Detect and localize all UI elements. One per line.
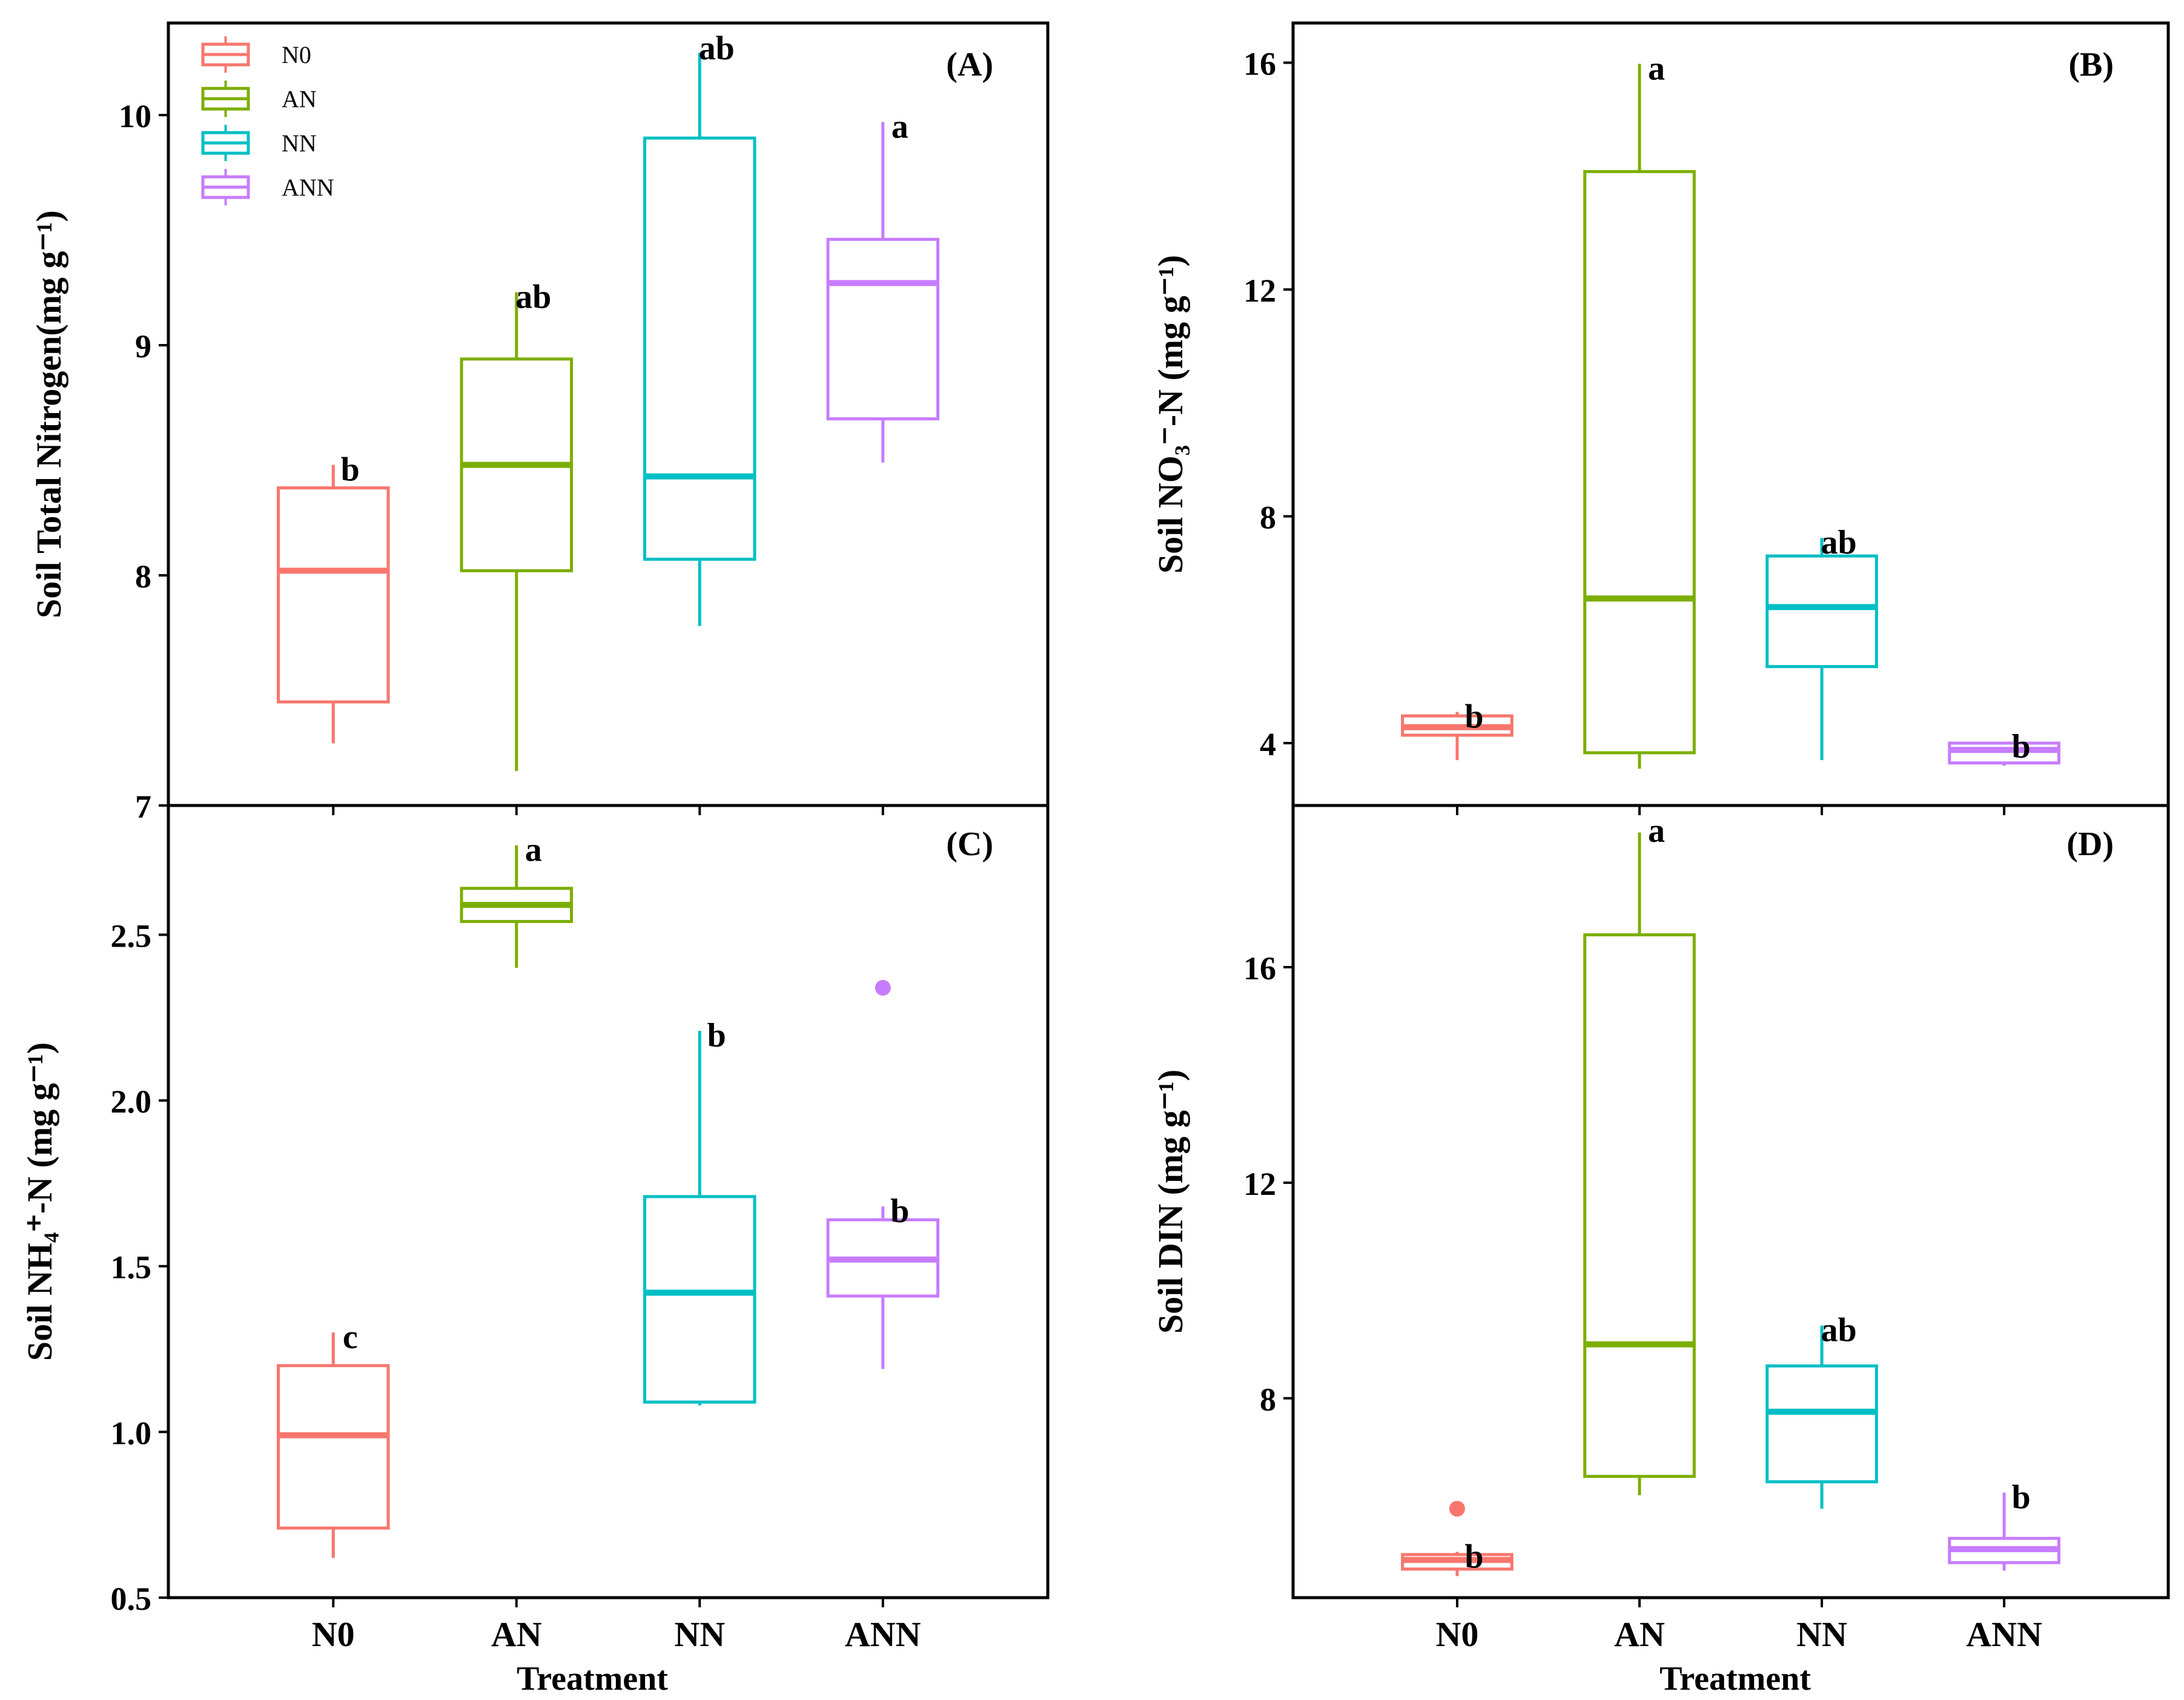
box-body <box>1583 933 1696 1478</box>
x-tick-label: NN <box>674 1615 725 1654</box>
box-body <box>1583 170 1696 755</box>
box-n0: b <box>1401 698 1514 761</box>
box-an: a <box>1583 812 1696 1495</box>
x-tick-label: AN <box>1614 1615 1665 1654</box>
box-ann: b <box>1948 728 2060 766</box>
box-body <box>277 486 390 704</box>
y-axis-label: Soil NO₃⁻-N (mg g⁻¹) <box>1151 255 1190 574</box>
legend-label: AN <box>282 85 317 113</box>
box-ann: b <box>1948 1478 2060 1571</box>
box-an: ab <box>460 279 573 771</box>
panel-c: 0.5 1.0 1.5 2.0 2.5 N0 AN NN ANN Soil NH₄⁺-N (mg … <box>20 804 1050 1654</box>
y-tick-label: 7 <box>135 789 151 825</box>
plot-frame <box>1291 804 2170 1599</box>
box-an: a <box>1583 50 1696 769</box>
significance-letter: b <box>2011 1478 2030 1516</box>
significance-letter: b <box>2011 728 2030 766</box>
y-tick-label: 2.5 <box>111 918 152 954</box>
significance-letter: a <box>892 108 908 145</box>
box-body <box>643 1195 756 1404</box>
box-body <box>1948 741 2060 765</box>
plot-frame <box>167 804 1050 1599</box>
significance-letter: a <box>1648 50 1665 87</box>
box-nn: b <box>643 1017 756 1406</box>
x-axis-title-right: Treatment <box>1660 1660 1811 1698</box>
significance-letter: b <box>341 451 360 489</box>
legend-label: NN <box>282 130 317 157</box>
y-tick-label: 9 <box>135 328 151 365</box>
x-tick-label: ANN <box>845 1615 921 1654</box>
y-tick-label: 1.0 <box>111 1415 152 1451</box>
y-tick-label: 2.0 <box>111 1083 152 1120</box>
box-an: a <box>460 832 573 968</box>
significance-letter: a <box>525 832 542 869</box>
y-tick-label: 8 <box>1260 500 1276 536</box>
box-n0: b <box>277 451 390 744</box>
box-body <box>826 237 939 421</box>
y-tick-label: 1.5 <box>111 1249 152 1286</box>
x-tick-label: NN <box>1796 1615 1847 1654</box>
x-tick-label: ANN <box>1966 1615 2042 1654</box>
legend-label: N0 <box>282 41 311 68</box>
outlier-point <box>875 980 891 996</box>
significance-letter: b <box>1464 1538 1483 1575</box>
panel-label: (D) <box>2067 825 2114 863</box>
plot-frame <box>1291 21 2170 807</box>
x-tick-label: AN <box>491 1615 542 1654</box>
box-body <box>277 1364 390 1530</box>
significance-letter: ab <box>515 279 551 316</box>
y-tick-label: 12 <box>1243 273 1276 309</box>
y-axis-label: Soil Total Nitrogen(mg g⁻¹) <box>29 210 68 618</box>
y-tick-label: 8 <box>1260 1381 1276 1418</box>
y-tick-label: 10 <box>119 98 151 134</box>
legend-label: ANN <box>282 174 334 201</box>
y-tick-label: 4 <box>1260 726 1276 762</box>
box-n0: b <box>1401 1501 1514 1576</box>
significance-letter: ab <box>1821 524 1856 561</box>
significance-letter: a <box>1648 812 1665 850</box>
outlier-point <box>1449 1501 1465 1517</box>
x-tick-label: N0 <box>1435 1615 1478 1654</box>
significance-letter: b <box>707 1017 726 1054</box>
significance-letter: c <box>343 1318 358 1356</box>
y-tick-label: 16 <box>1243 950 1276 987</box>
x-tick-label: N0 <box>312 1615 355 1654</box>
panel-label: (C) <box>946 825 993 863</box>
box-nn: ab <box>1765 1312 1878 1509</box>
box-body <box>1765 1364 1878 1484</box>
box-body <box>1765 554 1878 669</box>
y-tick-label: 8 <box>135 558 151 595</box>
significance-letter: ab <box>699 30 735 67</box>
box-nn: ab <box>1765 524 1878 761</box>
y-tick-label: 16 <box>1243 46 1276 82</box>
legend: N0 AN NN ANN <box>201 36 334 205</box>
box-ann: b <box>826 980 939 1369</box>
x-axis-title-left: Treatment <box>517 1660 668 1698</box>
box-body <box>643 136 756 561</box>
significance-letter: ab <box>1821 1312 1856 1349</box>
panel-label: (A) <box>946 46 993 84</box>
significance-letter: b <box>1464 698 1483 736</box>
y-axis-label: Soil DIN (mg g⁻¹) <box>1151 1070 1190 1334</box>
box-nn: ab <box>643 30 756 626</box>
y-axis-label: Soil NH₄⁺-N (mg g⁻¹) <box>20 1042 59 1361</box>
box-n0: c <box>277 1318 390 1558</box>
panel-b: 4 8 12 16 Soil NO₃⁻-N (mg g⁻¹) (B) b a ab b <box>1151 21 2170 815</box>
panel-label: (B) <box>2068 46 2114 84</box>
significance-letter: b <box>890 1192 909 1230</box>
box-ann: a <box>826 108 939 463</box>
panel-d: 8 12 16 N0 AN NN ANN Soil DIN (mg g⁻¹) (D) b a ab b <box>1151 804 2170 1654</box>
y-tick-label: 12 <box>1243 1166 1276 1202</box>
panel-a: 7 8 9 10 Soil Total Nitrogen(mg g⁻¹) (A) b ab ab… <box>29 21 1050 825</box>
y-tick-label: 0.5 <box>111 1581 152 1617</box>
